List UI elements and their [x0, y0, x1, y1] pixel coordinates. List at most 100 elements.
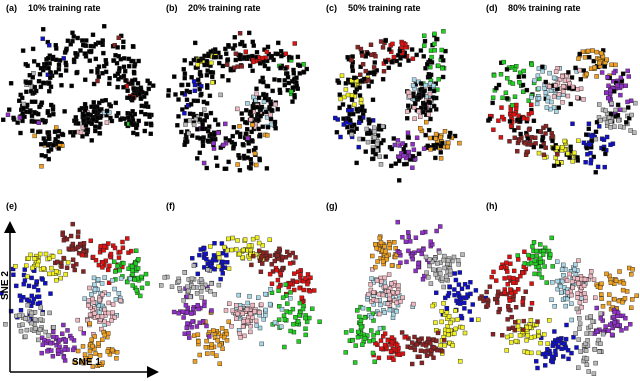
- point: [380, 45, 386, 50]
- point: [448, 320, 453, 326]
- point: [458, 359, 463, 364]
- point: [538, 129, 543, 135]
- point: [202, 246, 207, 251]
- point: [405, 130, 411, 136]
- point: [65, 328, 70, 333]
- point: [280, 295, 286, 300]
- point: [213, 117, 218, 123]
- point: [248, 109, 253, 114]
- point: [226, 301, 232, 306]
- panel-label: (h): [486, 201, 498, 211]
- point: [438, 135, 443, 140]
- point: [353, 343, 358, 348]
- point: [78, 326, 84, 332]
- point: [181, 315, 186, 320]
- point: [218, 276, 223, 282]
- point: [86, 303, 91, 308]
- point: [581, 140, 587, 145]
- point: [29, 320, 34, 326]
- point: [430, 303, 435, 309]
- point: [337, 105, 342, 111]
- point: [498, 135, 504, 140]
- point: [387, 296, 392, 301]
- point: [433, 155, 438, 161]
- point: [360, 62, 366, 67]
- point: [371, 318, 376, 323]
- point: [542, 332, 547, 337]
- point: [436, 76, 441, 82]
- point: [251, 253, 256, 259]
- point: [282, 344, 287, 350]
- point: [452, 287, 457, 292]
- point: [448, 130, 453, 136]
- point: [90, 254, 96, 260]
- point: [529, 281, 534, 286]
- point: [362, 336, 368, 341]
- point: [224, 260, 230, 265]
- point: [69, 336, 74, 341]
- point: [238, 335, 243, 340]
- point: [204, 101, 210, 106]
- point: [36, 120, 41, 126]
- point: [438, 343, 443, 348]
- point: [134, 132, 140, 137]
- point: [597, 124, 602, 129]
- point: [584, 132, 589, 137]
- point: [594, 49, 599, 55]
- point: [612, 89, 617, 94]
- point: [185, 284, 190, 289]
- point: [442, 338, 447, 343]
- point: [556, 339, 561, 344]
- point: [500, 333, 505, 338]
- point: [360, 136, 366, 142]
- point: [197, 252, 202, 258]
- point: [89, 69, 94, 74]
- point: [101, 50, 106, 56]
- point: [620, 71, 626, 77]
- point: [518, 131, 523, 137]
- point: [257, 310, 262, 315]
- point: [261, 79, 266, 85]
- point: [555, 160, 560, 165]
- point: [181, 298, 186, 303]
- point: [68, 42, 73, 47]
- point: [367, 338, 372, 344]
- point: [377, 311, 382, 317]
- point: [35, 62, 41, 68]
- point: [421, 89, 426, 94]
- point: [568, 144, 573, 150]
- point: [99, 281, 105, 286]
- point: [171, 309, 177, 315]
- point: [577, 321, 583, 326]
- point: [251, 94, 256, 100]
- point: [588, 66, 594, 71]
- point: [543, 90, 549, 95]
- point: [199, 285, 205, 290]
- point: [364, 126, 369, 132]
- point: [512, 268, 517, 274]
- point: [505, 317, 510, 322]
- point: [355, 308, 360, 313]
- point: [394, 58, 399, 64]
- point: [118, 117, 123, 122]
- point: [339, 73, 345, 78]
- point: [456, 282, 462, 287]
- point: [548, 252, 553, 257]
- point: [301, 70, 306, 75]
- point: [560, 144, 565, 150]
- point: [245, 155, 250, 160]
- point: [295, 54, 301, 60]
- point: [10, 266, 16, 272]
- point: [514, 102, 519, 108]
- point: [389, 263, 395, 268]
- point: [400, 351, 406, 356]
- point: [233, 316, 239, 321]
- point: [235, 106, 240, 112]
- point: [258, 106, 264, 111]
- point: [558, 284, 563, 289]
- point: [373, 54, 378, 59]
- point: [524, 325, 529, 330]
- point: [405, 109, 410, 114]
- point: [382, 310, 387, 315]
- panel-label: (e): [6, 201, 17, 211]
